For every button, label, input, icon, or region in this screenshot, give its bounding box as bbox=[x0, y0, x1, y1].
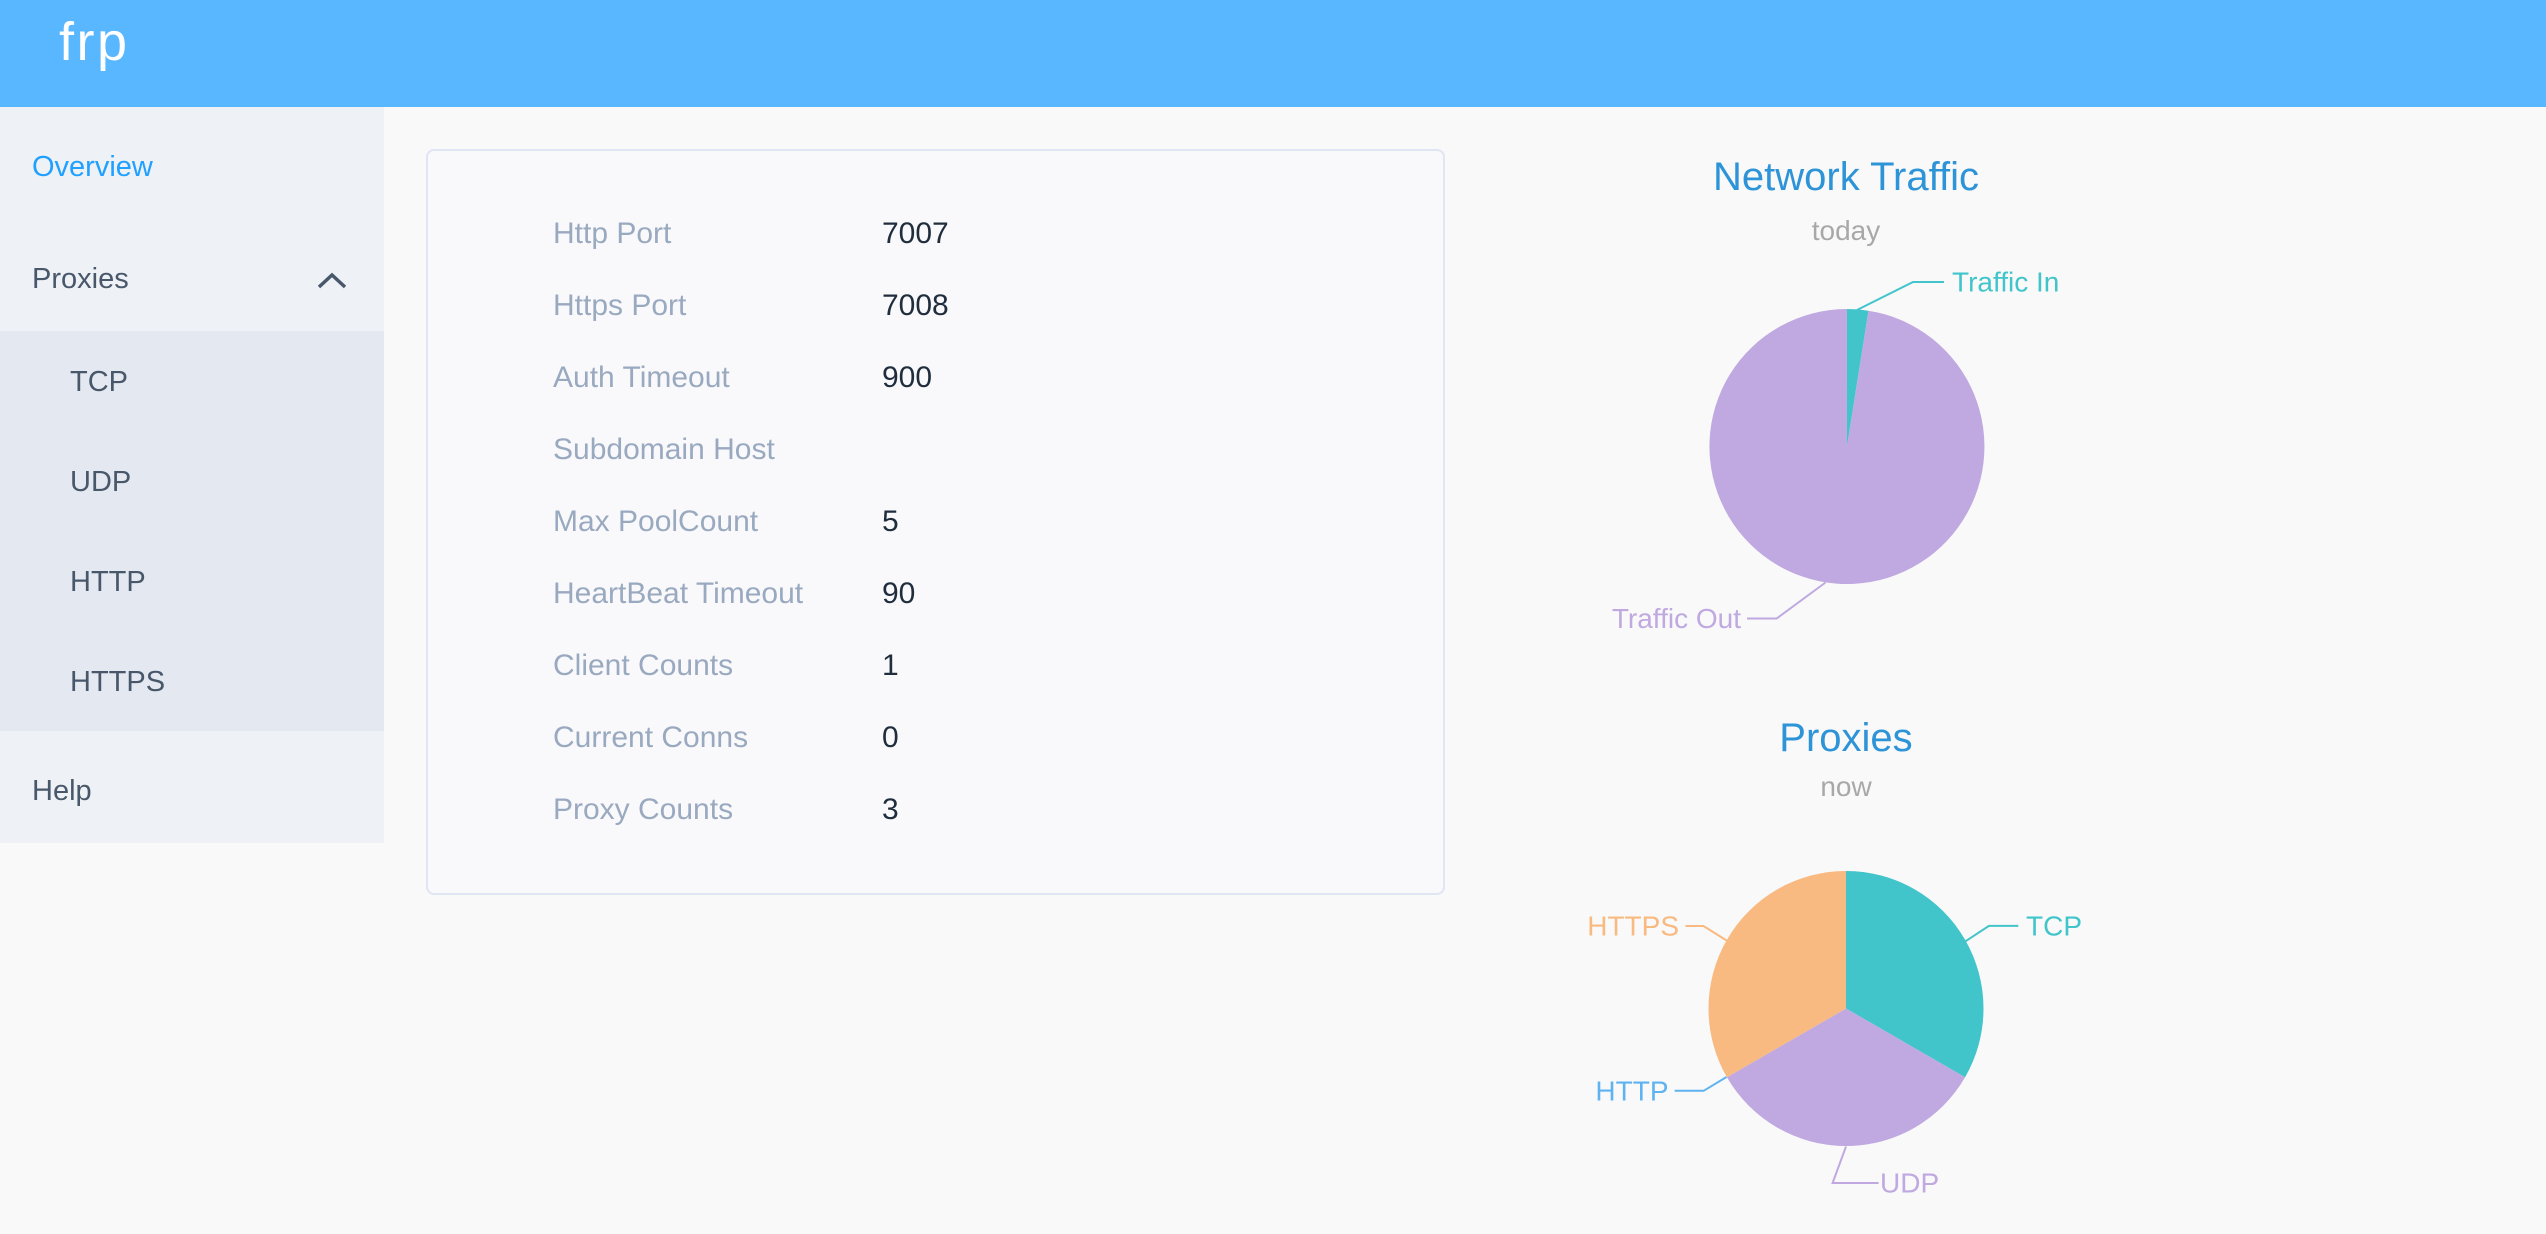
svg-text:HTTPS: HTTPS bbox=[1587, 911, 1679, 942]
svg-text:Network Traffic: Network Traffic bbox=[1713, 155, 1979, 199]
svg-text:Proxies: Proxies bbox=[1779, 716, 1912, 760]
svg-text:Traffic Out: Traffic Out bbox=[1612, 603, 1741, 634]
svg-text:today: today bbox=[1812, 215, 1881, 246]
svg-text:UDP: UDP bbox=[1880, 1168, 1939, 1199]
svg-text:now: now bbox=[1820, 771, 1872, 802]
svg-text:TCP: TCP bbox=[2026, 910, 2082, 941]
svg-text:Traffic In: Traffic In bbox=[1952, 267, 2059, 298]
svg-text:HTTP: HTTP bbox=[1595, 1075, 1668, 1106]
